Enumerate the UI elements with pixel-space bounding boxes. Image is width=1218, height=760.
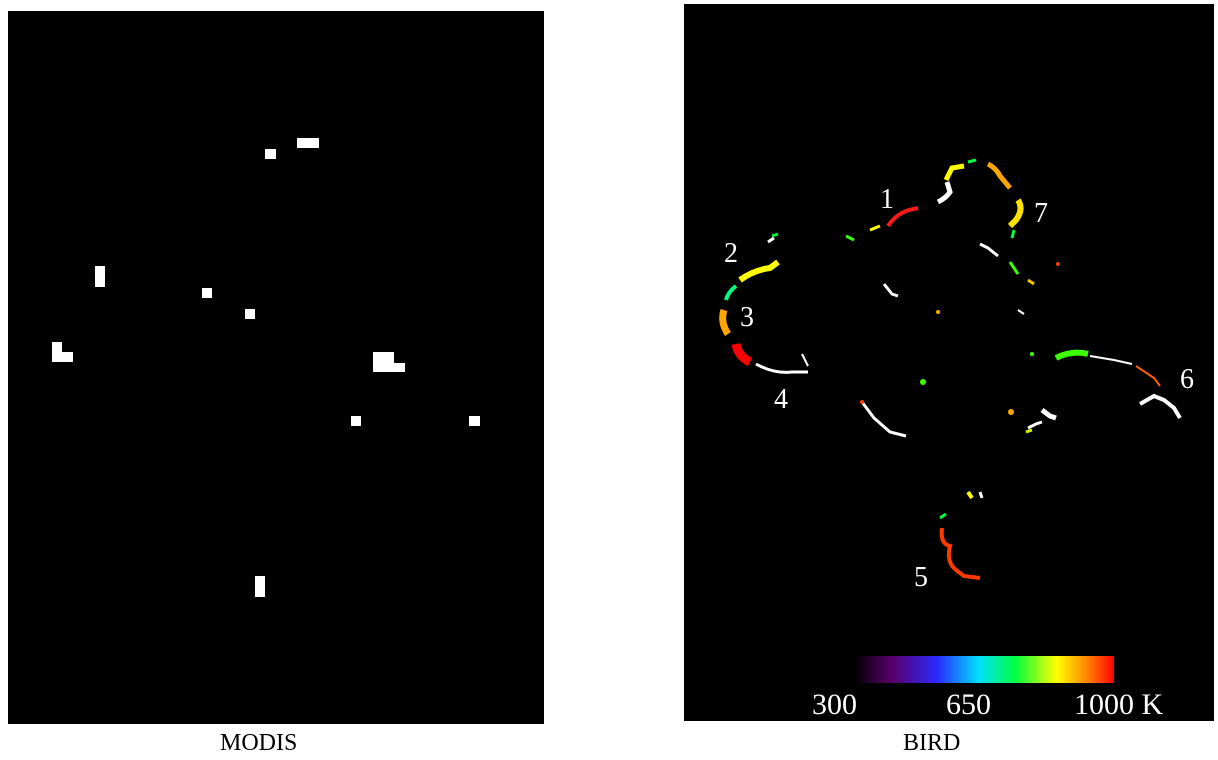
modis-fire-pixel bbox=[202, 288, 212, 298]
fire-front bbox=[1027, 278, 1035, 286]
fire-spot bbox=[860, 400, 864, 404]
fire-front bbox=[719, 308, 731, 336]
fire-front bbox=[939, 527, 981, 580]
fire-front bbox=[882, 283, 899, 298]
fire-front bbox=[1089, 355, 1133, 365]
fire-label: 4 bbox=[774, 384, 788, 415]
fire-spot bbox=[920, 379, 926, 385]
colorbar-tick: 1000 K bbox=[1074, 688, 1164, 721]
modis-fire-pixel bbox=[95, 266, 105, 287]
fire-front bbox=[1010, 229, 1016, 239]
fire-label: 3 bbox=[740, 302, 754, 333]
fire-front bbox=[1017, 309, 1025, 315]
fire-front bbox=[1054, 349, 1089, 361]
modis-image bbox=[8, 11, 544, 724]
fire-front bbox=[939, 512, 947, 520]
modis-caption: MODIS bbox=[220, 730, 298, 756]
fire-label: 1 bbox=[880, 184, 894, 215]
fire-front bbox=[978, 491, 984, 499]
fire-label: 7 bbox=[1034, 198, 1048, 229]
colorbar-tick: 300 bbox=[812, 688, 857, 721]
fire-label: 5 bbox=[914, 562, 928, 593]
bird-caption: BIRD bbox=[903, 730, 961, 756]
fire-front bbox=[966, 490, 974, 500]
fire-front bbox=[979, 242, 999, 258]
modis-fire-pixel bbox=[255, 576, 265, 597]
colorbar bbox=[854, 656, 1114, 683]
fire-front bbox=[1025, 428, 1033, 434]
bird-image: 1 2 3 4 5 6 7 300 650 1000 K bbox=[684, 4, 1214, 721]
fire-front bbox=[943, 163, 965, 182]
fire-front bbox=[801, 353, 809, 367]
fire-front bbox=[869, 224, 881, 232]
modis-fire-pixel bbox=[245, 309, 255, 319]
fire-front bbox=[967, 158, 977, 164]
colorbar-tick: 650 bbox=[946, 688, 991, 721]
fire-front bbox=[1135, 365, 1161, 387]
fire-front bbox=[1027, 420, 1043, 430]
fire-spot bbox=[1056, 262, 1060, 266]
fire-front bbox=[1008, 261, 1020, 275]
fire-front bbox=[724, 284, 738, 301]
fire-front bbox=[1040, 408, 1057, 421]
fire-spot bbox=[936, 310, 940, 314]
fire-front bbox=[771, 232, 779, 238]
modis-fire-pixel bbox=[297, 138, 319, 148]
fire-front bbox=[1007, 198, 1024, 229]
modis-fire-pixel bbox=[52, 352, 73, 362]
fire-front bbox=[755, 362, 808, 374]
fire-label: 2 bbox=[724, 238, 738, 269]
fire-front bbox=[767, 236, 775, 244]
fire-front bbox=[936, 181, 953, 205]
modis-fire-pixel bbox=[351, 416, 361, 426]
modis-fire-pixel bbox=[469, 416, 480, 426]
bird-fire-map: 1 2 3 4 5 6 7 300 650 1000 K bbox=[719, 158, 1194, 721]
fire-front bbox=[886, 206, 919, 228]
fire-spot bbox=[1008, 409, 1014, 415]
fire-front bbox=[845, 234, 855, 242]
fire-front bbox=[1139, 393, 1182, 420]
modis-fire-pixel bbox=[373, 363, 405, 372]
fire-front bbox=[986, 161, 1012, 190]
fire-label: 6 bbox=[1180, 364, 1194, 395]
fire-front bbox=[860, 401, 907, 438]
fire-front bbox=[738, 259, 780, 283]
modis-fire-pixel bbox=[265, 149, 276, 159]
fire-front bbox=[731, 343, 753, 367]
fire-spot bbox=[1030, 352, 1034, 356]
